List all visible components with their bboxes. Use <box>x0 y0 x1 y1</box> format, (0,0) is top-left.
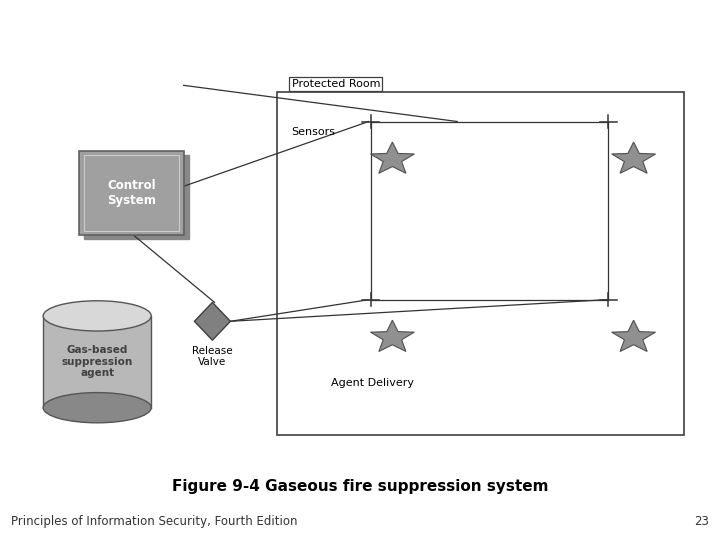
Ellipse shape <box>43 301 151 331</box>
Text: Gas-based
suppression
agent: Gas-based suppression agent <box>62 345 132 379</box>
Text: Sensors: Sensors <box>292 127 336 137</box>
Bar <box>84 155 179 231</box>
Bar <box>84 155 189 239</box>
Bar <box>277 92 684 435</box>
Polygon shape <box>612 142 655 173</box>
Text: Control
System: Control System <box>107 179 156 207</box>
Text: 23: 23 <box>694 515 709 528</box>
Polygon shape <box>371 142 414 173</box>
Polygon shape <box>371 320 414 352</box>
Bar <box>79 151 184 235</box>
Text: Protected Room: Protected Room <box>292 79 380 89</box>
Polygon shape <box>194 302 230 340</box>
Text: Agent Delivery: Agent Delivery <box>331 379 414 388</box>
Polygon shape <box>612 320 655 352</box>
Text: Figure 9-4 Gaseous fire suppression system: Figure 9-4 Gaseous fire suppression syst… <box>172 478 548 494</box>
Text: Principles of Information Security, Fourth Edition: Principles of Information Security, Four… <box>11 515 297 528</box>
Ellipse shape <box>43 393 151 423</box>
Bar <box>43 316 151 408</box>
Text: Release
Valve: Release Valve <box>192 346 233 367</box>
